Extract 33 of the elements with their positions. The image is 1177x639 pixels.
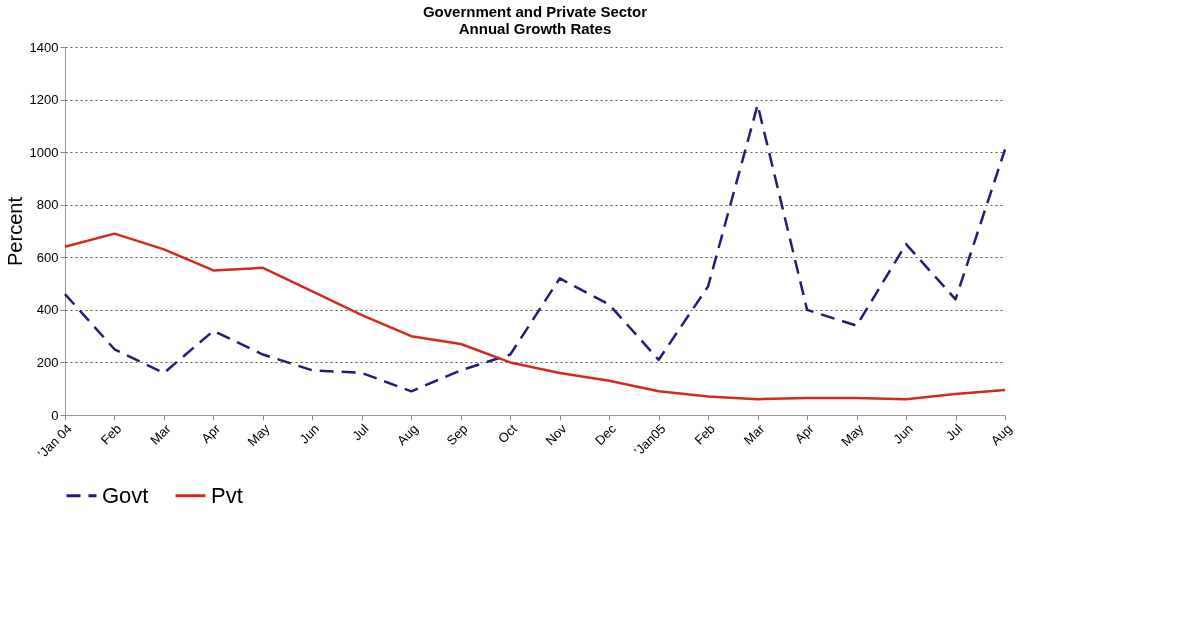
- y-tick-label: 1000: [29, 144, 59, 160]
- x-tick-label: Apr: [791, 420, 818, 446]
- x-tick-label: Aug: [987, 421, 1015, 449]
- y-tick-label: 800: [36, 197, 59, 213]
- y-tick-label: 400: [36, 302, 59, 318]
- x-tick-label: Oct: [495, 420, 521, 446]
- x-tick-label: Dec: [591, 420, 620, 449]
- x-tick-label: Nov: [542, 420, 570, 449]
- y-tick-label: 0: [51, 407, 59, 423]
- y-tick-label: 1200: [29, 92, 59, 108]
- legend-label: Govt: [102, 482, 149, 508]
- y-tick-label: 1400: [29, 39, 59, 55]
- y-tick-label: 200: [36, 354, 59, 370]
- x-tick-label: Mar: [740, 420, 768, 448]
- x-tick-label: Sep: [443, 421, 471, 449]
- x-tick-label: Jul: [349, 421, 372, 444]
- x-tick-label: Feb: [97, 421, 125, 448]
- y-axis-title: Percent: [3, 196, 26, 266]
- text: Annual Growth Rates: [458, 20, 612, 37]
- x-tick-label: Jun: [296, 421, 323, 447]
- x-tick-label: Jul: [942, 421, 966, 444]
- y-tick-label: 600: [36, 249, 59, 265]
- text: Government and Private Sector: [422, 3, 648, 20]
- x-tick-label: Feb: [691, 421, 718, 448]
- x-tick-label: Apr: [198, 420, 224, 446]
- x-tick-label: May: [838, 420, 867, 450]
- x-tick-label: Mar: [147, 420, 175, 448]
- x-tick-label: Jun: [890, 421, 916, 447]
- x-tick-label: Aug: [394, 421, 422, 449]
- x-tick-label: May: [244, 420, 273, 450]
- line-series: [63, 232, 1007, 401]
- x-tick-label: 'Jan 04: [34, 421, 75, 462]
- legend-label: Pvt: [211, 482, 243, 508]
